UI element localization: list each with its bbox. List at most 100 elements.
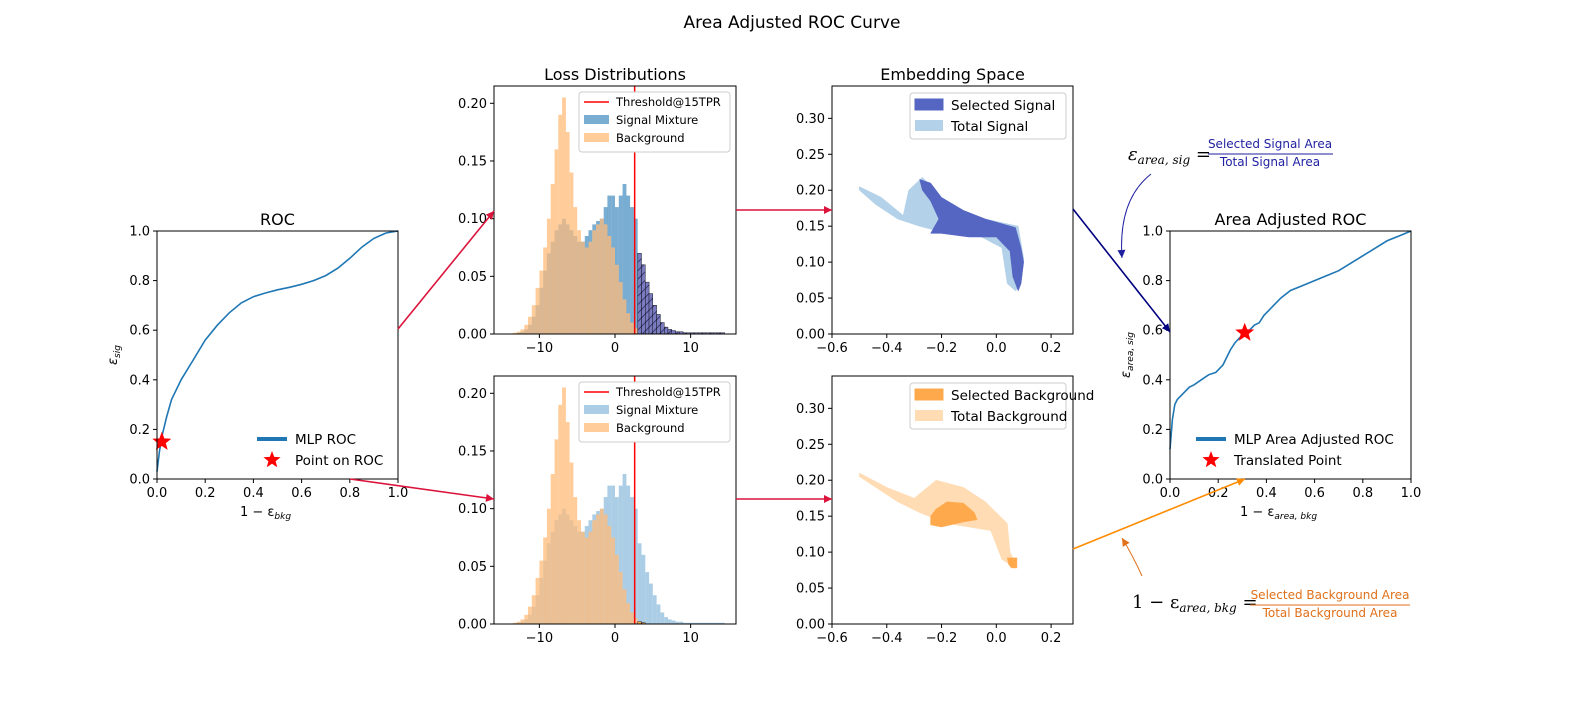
histogram-bar (652, 595, 657, 624)
histogram-bar (603, 224, 608, 334)
axes-frame (831, 375, 1074, 625)
histogram-bar (656, 604, 661, 624)
arrow-loss-bottom-to-embed-bottom (736, 495, 832, 503)
legend-entry: Threshold@15TPR (615, 95, 721, 109)
legend-entry: Selected Background (951, 388, 1094, 404)
histogram-bar (618, 485, 623, 624)
arrow-bkg-annotation (1121, 537, 1143, 577)
y-tick-label: 0.15 (796, 510, 825, 525)
x-tick-label: 0.8 (1352, 486, 1373, 501)
x-tick-label: 1.0 (1401, 486, 1422, 501)
x-tick-label: 0.6 (291, 486, 312, 501)
histogram-bar (520, 619, 525, 624)
loss-distribution-bottom-panel: −10 0 10 0.00 0.05 0.10 0.15 0.20 Threshold@15TP… (458, 375, 737, 646)
selected-hatched-bar (660, 322, 665, 335)
panel-title: Embedding Space (880, 65, 1025, 84)
histogram-bar (630, 207, 634, 334)
histogram-bar (717, 622, 721, 624)
histogram-bar (565, 422, 570, 624)
histogram-bar (611, 247, 615, 334)
histogram-bar (622, 474, 627, 624)
histogram-bar (626, 603, 631, 624)
x-tick-label: 0.4 (1256, 486, 1277, 501)
y-tick-label: 0.00 (458, 618, 487, 633)
bkg-annotation-numerator: Selected Background Area (1251, 588, 1410, 602)
legend: Threshold@15TPR Signal Mixture Background (578, 91, 731, 153)
y-tick-label: 0.20 (796, 184, 825, 199)
histogram-bar (550, 184, 555, 334)
y-tick-label: 0.30 (796, 402, 825, 417)
histogram-bar (539, 270, 544, 334)
histogram-bar (618, 572, 623, 624)
selected-hatched-bar (664, 326, 669, 335)
histogram-bar (713, 622, 718, 624)
y-tick-label: 0.4 (1142, 373, 1163, 388)
histogram-bar (705, 622, 710, 624)
histogram-bar (630, 497, 634, 624)
legend-entry: Background (616, 131, 685, 145)
histogram-bar (543, 247, 547, 334)
selected-hatched-bar (641, 264, 646, 335)
y-tick-label: 0.00 (796, 328, 825, 343)
panel-title: ROC (260, 210, 295, 229)
axes-frame (156, 230, 399, 480)
legend: MLP Area Adjusted ROC Translated Point (1196, 432, 1394, 469)
histogram-bar (664, 617, 668, 624)
histogram-bar (618, 195, 623, 334)
arrow-roc-to-loss-bottom (349, 478, 495, 502)
y-tick-label: 0.10 (796, 256, 825, 271)
histogram-bar (720, 622, 725, 624)
selected-hatched-bar (656, 314, 661, 335)
histogram-bar (512, 332, 517, 334)
legend-signal-swatch (584, 115, 609, 124)
legend-background-swatch (584, 423, 609, 432)
histogram-bar (562, 387, 566, 624)
histogram-bar (520, 329, 525, 334)
legend-entry: Signal Mixture (616, 403, 698, 417)
histogram-bar (588, 531, 593, 624)
y-axis-label: εarea, sig (1119, 332, 1136, 378)
arrow-head (485, 211, 494, 220)
y-tick-label: 0.20 (458, 387, 487, 402)
y-tick-label: 0.05 (796, 292, 825, 307)
legend-box (578, 91, 731, 153)
axes-frame (1169, 230, 1412, 480)
histogram-bar (535, 577, 540, 624)
y-tick-label: 0.8 (1142, 274, 1163, 289)
y-tick-label: 0.0 (129, 473, 150, 488)
histogram-bar (607, 526, 612, 624)
legend-star-swatch (263, 451, 281, 468)
histogram-bar (649, 583, 653, 624)
x-tick-label: −10 (526, 631, 553, 646)
histogram-bar (626, 485, 631, 624)
y-tick-label: 0.15 (796, 220, 825, 235)
legend-entry: Total Signal (950, 119, 1028, 135)
legend-entry: Signal Mixture (616, 113, 698, 127)
histogram-bar (679, 621, 684, 624)
histogram-bar (573, 497, 578, 624)
histogram-bar (630, 322, 634, 334)
bkg-annotation-sub: area, bkg (1179, 601, 1237, 615)
legend-box (909, 382, 1067, 430)
histogram-bar (622, 184, 627, 334)
histogram-bar (592, 520, 597, 624)
histogram-bar (546, 218, 551, 334)
legend-signal-swatch (584, 405, 609, 414)
x-tick-label: −10 (526, 341, 553, 356)
histogram-bar (584, 537, 589, 624)
roc-curve-line (156, 230, 399, 472)
panel-title: Area Adjusted ROC (1215, 210, 1367, 229)
roc-panel: ROC 0.0 0.2 0.4 0.6 0.8 1.0 0.0 0.2 0.4 0.6 0.8 1.0 1… (106, 210, 408, 522)
figure-title: Area Adjusted ROC Curve (684, 13, 901, 33)
arrow-shaft (1121, 173, 1152, 259)
histogram-bar (539, 560, 544, 624)
y-tick-label: 0.4 (129, 373, 150, 388)
x-tick-label: 0.4 (243, 486, 264, 501)
roc-curve-line (1169, 230, 1412, 450)
y-tick-label: 0.6 (129, 324, 150, 339)
histogram-bar (558, 114, 563, 334)
histogram-bar (630, 612, 634, 624)
histogram-bar (702, 622, 706, 624)
histogram-bar (512, 622, 517, 624)
arrow-head (1236, 478, 1245, 486)
